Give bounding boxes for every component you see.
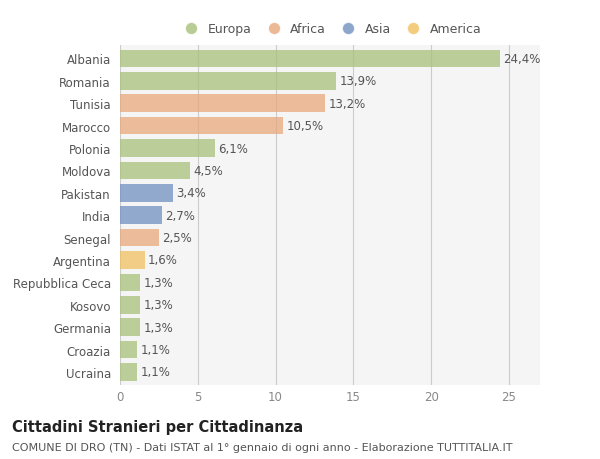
Bar	[120, 274, 140, 291]
Text: 2,5%: 2,5%	[162, 232, 192, 245]
Text: 4,5%: 4,5%	[193, 165, 223, 178]
Bar	[120, 230, 159, 247]
Legend: Europa, Africa, Asia, America: Europa, Africa, Asia, America	[173, 18, 487, 41]
Text: 2,7%: 2,7%	[165, 209, 195, 222]
Bar	[120, 185, 173, 202]
Text: 1,1%: 1,1%	[140, 343, 170, 356]
Bar	[120, 162, 190, 180]
Text: 13,2%: 13,2%	[328, 97, 365, 111]
Bar	[120, 297, 140, 314]
Text: 1,1%: 1,1%	[140, 366, 170, 379]
Bar	[120, 364, 137, 381]
Bar	[120, 118, 283, 135]
Text: 13,9%: 13,9%	[340, 75, 377, 88]
Text: Cittadini Stranieri per Cittadinanza: Cittadini Stranieri per Cittadinanza	[12, 419, 303, 434]
Bar	[120, 95, 325, 113]
Text: 24,4%: 24,4%	[503, 53, 540, 66]
Bar	[120, 73, 336, 90]
Bar	[120, 252, 145, 269]
Bar	[120, 319, 140, 336]
Bar	[120, 341, 137, 358]
Bar	[120, 50, 500, 68]
Text: COMUNE DI DRO (TN) - Dati ISTAT al 1° gennaio di ogni anno - Elaborazione TUTTIT: COMUNE DI DRO (TN) - Dati ISTAT al 1° ge…	[12, 442, 512, 452]
Text: 3,4%: 3,4%	[176, 187, 206, 200]
Text: 1,3%: 1,3%	[143, 299, 173, 312]
Text: 1,6%: 1,6%	[148, 254, 178, 267]
Bar	[120, 140, 215, 157]
Text: 10,5%: 10,5%	[286, 120, 323, 133]
Text: 1,3%: 1,3%	[143, 276, 173, 289]
Text: 1,3%: 1,3%	[143, 321, 173, 334]
Bar	[120, 207, 162, 224]
Text: 6,1%: 6,1%	[218, 142, 248, 155]
